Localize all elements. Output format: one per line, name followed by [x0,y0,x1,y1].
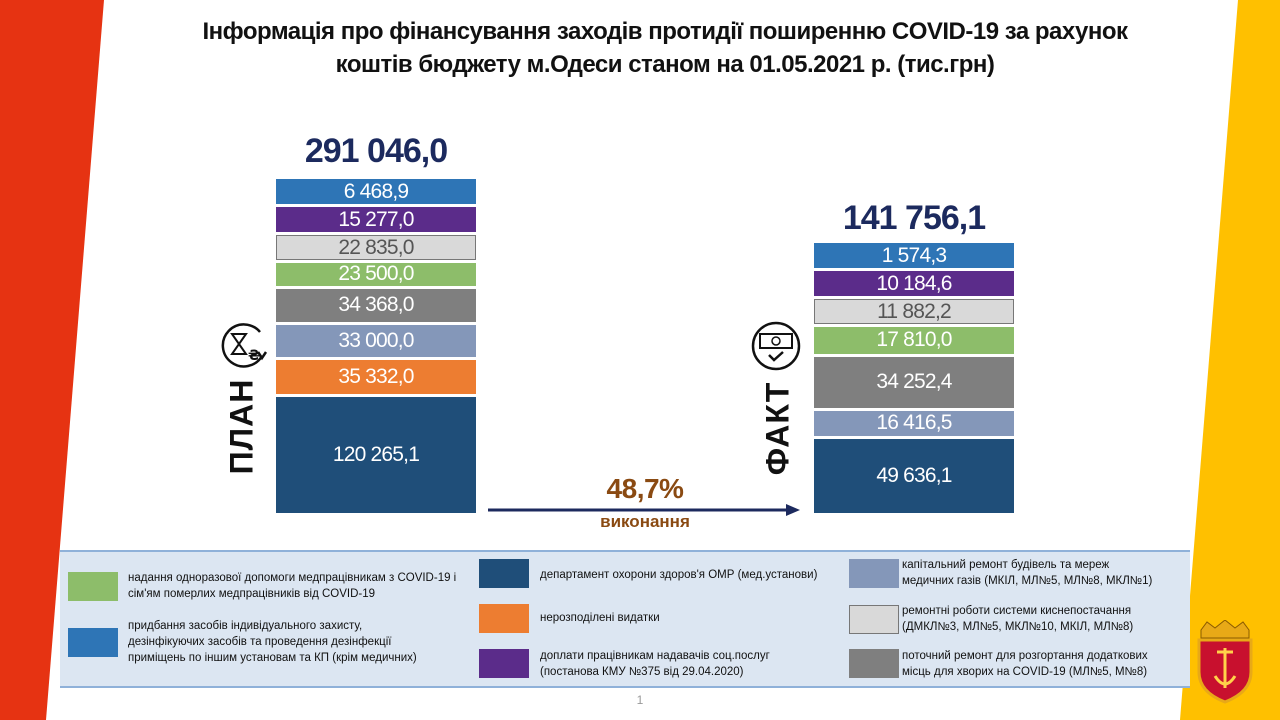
odesa-coat-of-arms-icon [1197,620,1253,704]
bar-segment-one-time-aid-fact: 17 810,0 [814,327,1014,354]
bar-segment-protective-means-fact: 1 574,3 [814,243,1014,268]
legend-text-health-dept: департамент охорони здоров'я ОМР (мед.ус… [540,569,818,581]
bar-segment-oxygen-repair-plan: 22 835,0 [276,235,476,260]
bar-value-label: 6 468,9 [343,179,409,203]
legend [60,550,1190,688]
bar-segment-capital-repair-plan: 33 000,0 [276,324,476,357]
legend-swatch-capital-repair [849,559,899,588]
bar-value-label: 22 835,0 [338,235,414,259]
bar-segment-social-bonuses-fact: 10 184,6 [814,271,1014,296]
legend-swatch-undistributed [479,604,529,633]
legend-swatch-one-time-aid [68,572,118,601]
slide-title-line-1: Інформація про фінансування заходів прот… [202,18,1128,45]
legend-text-social-bonuses: доплати працівникам надавачів соц.послуг… [540,650,770,678]
fact-total: 141 756,1 [842,199,986,237]
legend-swatch-protective-means [68,628,118,657]
bar-value-label: 1 574,3 [881,243,947,267]
bar-segment-current-repair-fact: 34 252,4 [814,356,1014,409]
bar-value-label: 49 636,1 [876,463,952,487]
banknote-check-icon [751,321,801,371]
execution-percent: 48,7% [606,473,684,504]
slide-title-line-2: коштів бюджету м.Одеси станом на 01.05.2… [335,51,995,78]
legend-text-one-time-aid: надання одноразової допомоги медпрацівни… [128,572,457,600]
bar-segment-current-repair-plan: 34 368,0 [276,288,476,322]
bar-segment-one-time-aid-plan: 23 500,0 [276,262,476,286]
bar-value-label: 11 882,2 [877,299,952,323]
bar-value-label: 23 500,0 [338,262,414,286]
legend-swatch-oxygen-repair [849,605,899,634]
legend-swatch-social-bonuses [479,649,529,678]
page-number: 1 [636,693,644,707]
bar-value-label: 120 265,1 [332,442,420,466]
legend-swatch-current-repair [849,649,899,678]
bar-value-label: 16 416,5 [876,411,952,435]
legend-swatch-health-dept [479,559,529,588]
execution-label: виконання [600,512,690,531]
bar-value-label: 35 332,0 [338,364,414,388]
bar-value-label: 15 277,0 [338,207,414,231]
plan-total: 291 046,0 [304,132,448,170]
legend-text-capital-repair: капітальний ремонт будівель та мереж мед… [902,559,1153,587]
bar-segment-capital-repair-fact: 16 416,5 [814,411,1014,436]
bar-segment-health-dept-plan: 120 265,1 [276,396,476,513]
legend-text-protective-means: придбання засобів індивідуального захист… [128,620,417,664]
hourglass-hryvnia-icon: ₴ [221,323,268,368]
bar-value-label: 33 000,0 [338,328,414,352]
svg-text:₴: ₴ [248,348,260,364]
legend-text-undistributed: нерозподілені видатки [540,612,660,624]
bar-segment-health-dept-fact: 49 636,1 [814,438,1014,513]
bar-value-label: 34 252,4 [876,370,952,394]
bar-segment-undistributed-plan: 35 332,0 [276,359,476,394]
bar-value-label: 17 810,0 [876,328,952,352]
bar-value-label: 10 184,6 [876,271,952,295]
bar-segment-oxygen-repair-fact: 11 882,2 [814,299,1014,324]
plan-axis-label: ПЛАН [223,378,260,475]
bar-segment-social-bonuses-plan: 15 277,0 [276,207,476,232]
fact-axis-label: ФАКТ [759,381,796,476]
bar-segment-protective-means-plan: 6 468,9 [276,179,476,204]
red-stripe [0,0,104,720]
bar-value-label: 34 368,0 [338,293,414,317]
legend-text-current-repair: поточний ремонт для розгортання додатков… [902,650,1148,678]
yellow-stripe [1180,0,1280,720]
execution-arrow [488,504,800,516]
legend-text-oxygen-repair: ремонтні роботи системи киснепостачання … [902,605,1134,633]
